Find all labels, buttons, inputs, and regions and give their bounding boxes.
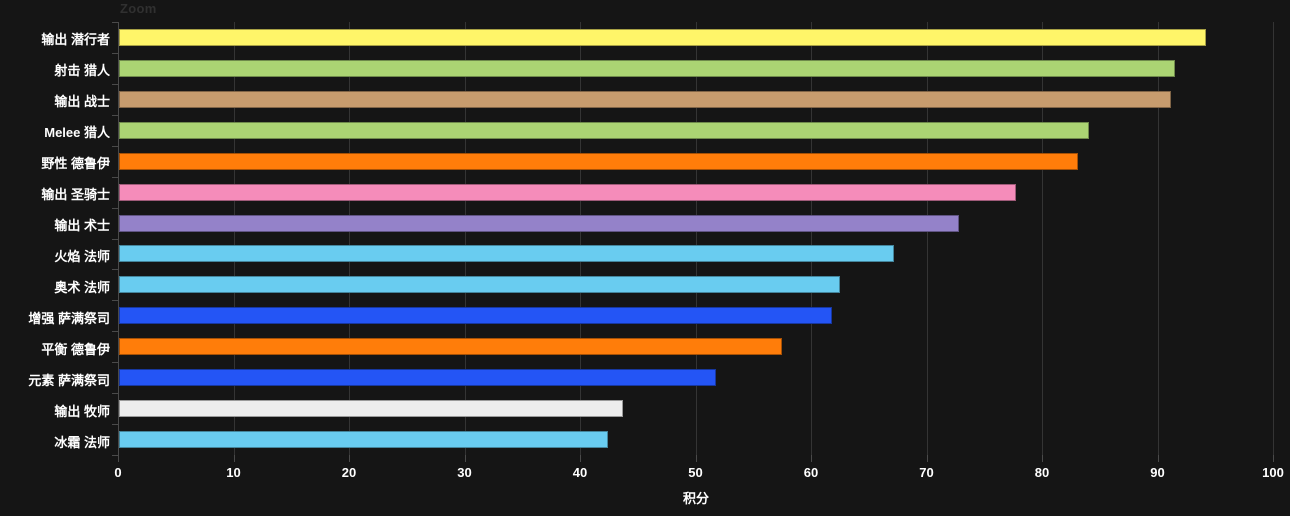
- gridline-10: [233, 22, 235, 455]
- x-tick-label-90: 90: [1150, 465, 1165, 480]
- bar-hunter-1[interactable]: [119, 59, 1175, 77]
- bar-shaman-9[interactable]: [119, 307, 832, 325]
- bar-mage-7[interactable]: [119, 245, 894, 263]
- bar-shaman-11[interactable]: [119, 369, 717, 387]
- category-tick: [112, 393, 119, 394]
- category-tick: [112, 84, 119, 85]
- x-tick-label-40: 40: [572, 465, 588, 480]
- category-label-7: 火焰 法师: [54, 248, 110, 264]
- category-tick: [112, 115, 119, 116]
- gridline-30: [464, 22, 466, 455]
- category-label-1: 射击 猎人: [54, 63, 110, 79]
- gridline-20: [349, 22, 350, 455]
- x-axis-tick-100: [1273, 455, 1274, 462]
- category-tick: [112, 53, 119, 54]
- category-tick: [112, 455, 119, 456]
- category-label-12: 输出 牧师: [54, 403, 110, 419]
- x-axis-tick-70: [926, 455, 928, 462]
- category-label-5: 输出 圣骑士: [41, 187, 110, 203]
- bar-mage-13[interactable]: [119, 431, 608, 449]
- category-label-13: 冰霜 法师: [54, 434, 110, 450]
- x-tick-label-70: 70: [919, 465, 934, 480]
- category-label-6: 输出 术士: [54, 218, 110, 234]
- gridline-90: [1157, 22, 1159, 455]
- x-tick-label-50: 50: [688, 465, 703, 480]
- gridline-100: [1273, 22, 1274, 455]
- category-tick: [112, 239, 119, 240]
- category-axis: 输出 潜行者射击 猎人输出 战士 Melee 猎人 野性 德鲁伊 输出 圣骑士输出 术…: [0, 22, 110, 455]
- bar-rogue-0[interactable]: [119, 28, 1206, 46]
- x-axis-tick-80: [1042, 455, 1043, 462]
- x-tick-label-30: 30: [457, 465, 472, 480]
- category-tick: [112, 424, 119, 425]
- x-axis-tick-0: [118, 455, 119, 462]
- gridline-40: [580, 22, 581, 455]
- x-tick-label-60: 60: [803, 465, 819, 480]
- category-tick: [112, 269, 119, 270]
- category-label-3: Melee 猎人: [44, 125, 110, 141]
- bar-druid-10[interactable]: [119, 338, 782, 356]
- x-axis-title: 积分: [682, 491, 709, 506]
- x-axis-tick-30: [464, 455, 466, 462]
- x-axis-tick-60: [811, 455, 812, 462]
- bar-paladin-5[interactable]: [119, 183, 1017, 201]
- x-axis-tick-90: [1157, 455, 1159, 462]
- x-axis-tick-50: [695, 455, 697, 462]
- x-tick-label-20: 20: [341, 465, 357, 480]
- gridline-60: [811, 22, 812, 455]
- category-tick: [112, 146, 119, 147]
- bar-warlock-6[interactable]: [119, 214, 959, 232]
- bar-priest-12[interactable]: [119, 400, 623, 418]
- x-tick-label-10: 10: [226, 465, 241, 480]
- bar-hunter-3[interactable]: [119, 121, 1090, 139]
- category-tick: [112, 22, 119, 23]
- category-label-11: 元素 萨满祭司: [28, 372, 110, 388]
- category-label-4: 野性 德鲁伊: [41, 156, 110, 172]
- bar-mage-8[interactable]: [119, 276, 840, 294]
- x-tick-label-80: 80: [1034, 465, 1050, 480]
- gridline-70: [926, 22, 928, 455]
- x-tick-label-100: 100: [1262, 465, 1284, 480]
- x-axis-tick-20: [349, 455, 350, 462]
- bar-warrior-2[interactable]: [119, 90, 1172, 108]
- category-label-8: 奥术 法师: [54, 279, 110, 295]
- zoom-label[interactable]: Zoom: [120, 1, 157, 16]
- category-label-2: 输出 战士: [54, 94, 110, 110]
- category-tick: [112, 300, 119, 301]
- value-axis: 0 10 20 30 40 50 60 70 80 90 100: [0, 465, 1290, 485]
- gridline-80: [1042, 22, 1043, 455]
- x-axis-tick-10: [233, 455, 235, 462]
- category-tick: [112, 331, 119, 332]
- category-label-9: 增强 萨满祭司: [28, 310, 110, 326]
- x-tick-label-0: 0: [114, 465, 122, 480]
- category-label-10: 平衡 德鲁伊: [41, 341, 110, 357]
- x-axis-tick-40: [580, 455, 581, 462]
- plot-area[interactable]: [112, 22, 1274, 462]
- bar-druid-4[interactable]: [119, 152, 1078, 170]
- gridline-50: [695, 22, 697, 455]
- category-tick: [112, 177, 119, 178]
- category-tick: [112, 208, 119, 209]
- category-tick: [112, 362, 119, 363]
- category-label-0: 输出 潜行者: [41, 32, 110, 48]
